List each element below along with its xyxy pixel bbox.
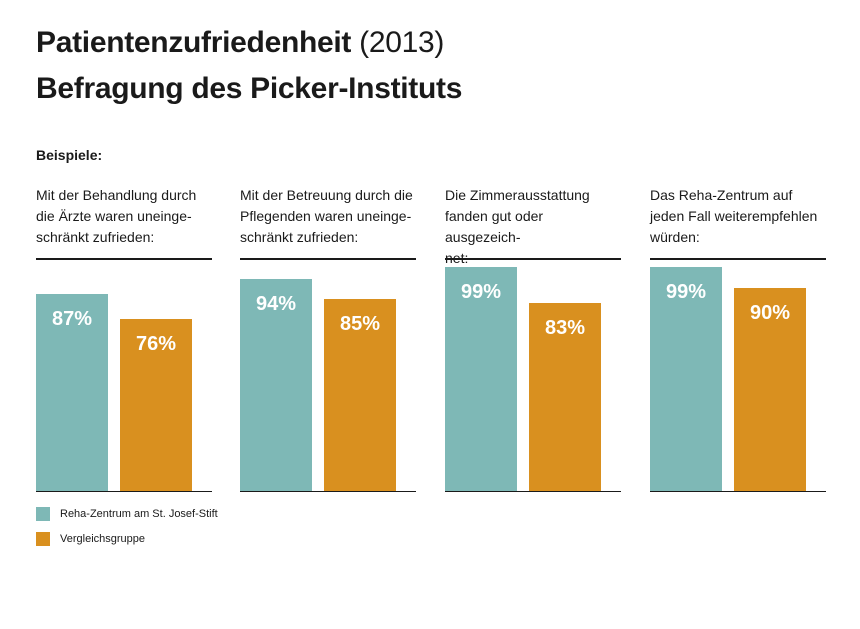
bar-vergleichsgruppe: [120, 319, 192, 491]
panel-baseline: [445, 490, 621, 492]
chart-title-main: Patientenzufriedenheit: [36, 26, 352, 59]
category-label-line: jeden Fall weiterempfehlen: [650, 208, 818, 224]
bar-vergleichsgruppe: [529, 303, 601, 491]
bar-group: 87% 76%: [36, 265, 236, 492]
category-label-line: schränkt zufrieden:: [240, 229, 359, 245]
category-label-line: die Ärzte waren uneinge-: [36, 208, 192, 224]
chart-panel: Das Reha-Zentrum auf jeden Fall weiteremp…: [650, 185, 826, 492]
bar-value-label: 85%: [339, 312, 381, 335]
chart-title-line-1: Patientenzufriedenheit (2013): [36, 26, 444, 60]
bar-value-label: 76%: [135, 333, 177, 356]
category-label-line: würden:: [650, 229, 700, 245]
bar-reha-zentrum: [240, 278, 312, 491]
chart-panel: Mit der Betreuung durch die Pflegenden wa…: [240, 185, 416, 492]
category-label-line: schränkt zufrieden:: [36, 229, 155, 245]
bar-group: 99% 90%: [650, 265, 850, 492]
bar-vergleichsgruppe: [734, 287, 806, 491]
bar-value-label: 83%: [544, 317, 586, 340]
chart-panel: Mit der Behandlung durch die Ärzte waren …: [36, 185, 212, 492]
bar-reha-zentrum: [650, 267, 722, 491]
category-label-line: Die Zimmerausstattung: [445, 187, 590, 203]
bar-vergleichsgruppe: [324, 298, 396, 491]
bar-group: 99% 83%: [445, 265, 645, 492]
bar-reha-zentrum: [445, 267, 517, 491]
category-label-line: Das Reha-Zentrum auf: [650, 187, 793, 203]
bar-value-label: 99%: [460, 281, 502, 304]
panel-top-rule: [240, 258, 416, 260]
bar-value-label: 87%: [51, 308, 93, 331]
panel-baseline: [36, 490, 212, 492]
subheading: Beispiele:: [36, 147, 103, 163]
panel-baseline: [650, 490, 826, 492]
category-label-line: Mit der Betreuung durch die: [240, 187, 413, 203]
chart-title-line-2: Befragung des Picker-Instituts: [36, 72, 463, 105]
category-label: Mit der Behandlung durch die Ärzte waren …: [36, 185, 212, 253]
legend-item-series1: Reha-Zentrum am St. Josef-Stift: [36, 507, 218, 521]
bar-group: 94% 85%: [240, 265, 440, 492]
panel-top-rule: [36, 258, 212, 260]
bar-value-label: 90%: [749, 301, 791, 324]
bar-value-label: 94%: [255, 292, 297, 315]
legend-swatch-series1: [36, 507, 50, 521]
bar-value-label: 99%: [665, 281, 707, 304]
chart-title-year: (2013): [359, 26, 445, 59]
legend-label-series2: Vergleichsgruppe: [60, 533, 146, 545]
panel-top-rule: [445, 258, 621, 260]
chart-panel: Die Zimmerausstattung fanden gut oder aus…: [445, 185, 621, 492]
category-label-line: Mit der Behandlung durch: [36, 187, 197, 203]
category-label: Mit der Betreuung durch die Pflegenden wa…: [240, 185, 416, 253]
legend-swatch-series2: [36, 532, 50, 546]
bar-reha-zentrum: [36, 294, 108, 491]
legend-item-series2: Vergleichsgruppe: [36, 532, 145, 546]
category-label-line: fanden gut oder ausgezeich-: [445, 208, 544, 245]
category-label: Die Zimmerausstattung fanden gut oder aus…: [445, 185, 621, 266]
category-label: Das Reha-Zentrum auf jeden Fall weiteremp…: [650, 185, 826, 253]
legend-label-series1: Reha-Zentrum am St. Josef-Stift: [60, 508, 218, 520]
panel-baseline: [240, 490, 416, 492]
panel-top-rule: [650, 258, 826, 260]
category-label-line: Pflegenden waren uneinge-: [240, 208, 412, 224]
